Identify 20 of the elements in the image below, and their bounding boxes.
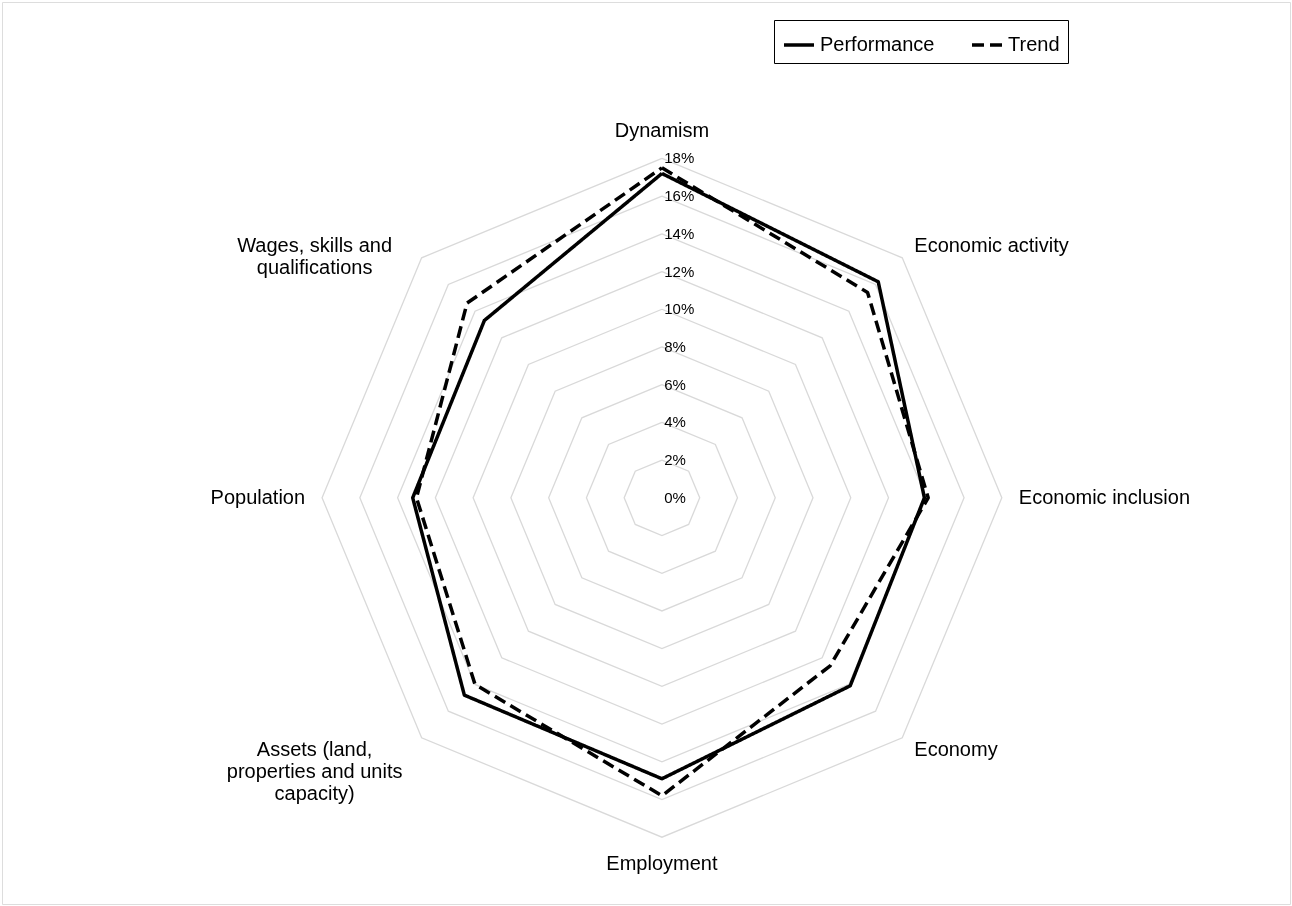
legend-label: Performance [820, 33, 935, 55]
y-tick-label: 2% [664, 451, 686, 469]
y-tick-label: 0% [664, 488, 686, 506]
y-tick-label: 16% [664, 187, 695, 205]
spoke-label: Employment [606, 852, 718, 875]
y-tick-label: 6% [664, 375, 686, 393]
spoke-label: Assets (land, properties and units capacity) [226, 737, 403, 804]
y-tick-label: 8% [664, 337, 686, 355]
legend-label: Trend [1008, 33, 1060, 55]
y-tick-label: 14% [664, 224, 695, 242]
spoke-label: Population [210, 485, 306, 508]
spoke-label: Wages, skills and qualifications [237, 233, 393, 278]
y-tick-label: 18% [664, 149, 695, 167]
y-tick-label: 4% [664, 413, 686, 431]
spoke-label: Dynamism [614, 119, 710, 142]
y-tick-label: 12% [664, 262, 695, 280]
y-tick-label: 10% [664, 300, 695, 318]
spoke-label: Economic activity [914, 233, 1069, 256]
spoke-label: Economy [914, 737, 998, 760]
spoke-label: Economic inclusion [1018, 485, 1191, 508]
